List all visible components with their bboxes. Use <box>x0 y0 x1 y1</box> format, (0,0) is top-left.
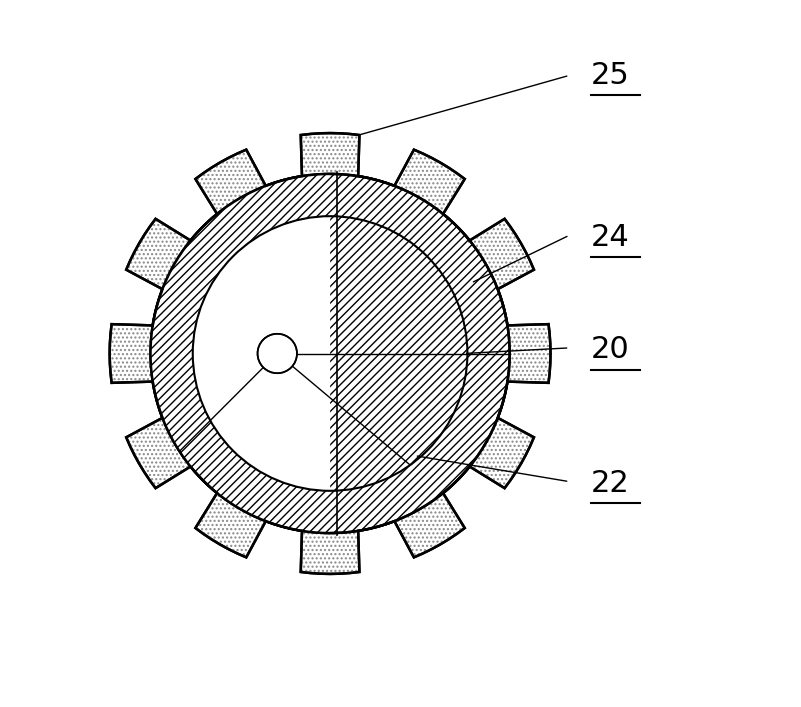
Text: 20: 20 <box>590 336 630 365</box>
Polygon shape <box>193 216 330 491</box>
Polygon shape <box>151 174 330 533</box>
Circle shape <box>258 334 297 373</box>
Text: 24: 24 <box>590 223 630 252</box>
Polygon shape <box>110 133 550 574</box>
Text: 25: 25 <box>590 61 630 90</box>
Circle shape <box>193 216 468 491</box>
Circle shape <box>151 174 509 533</box>
Text: 22: 22 <box>590 469 630 498</box>
